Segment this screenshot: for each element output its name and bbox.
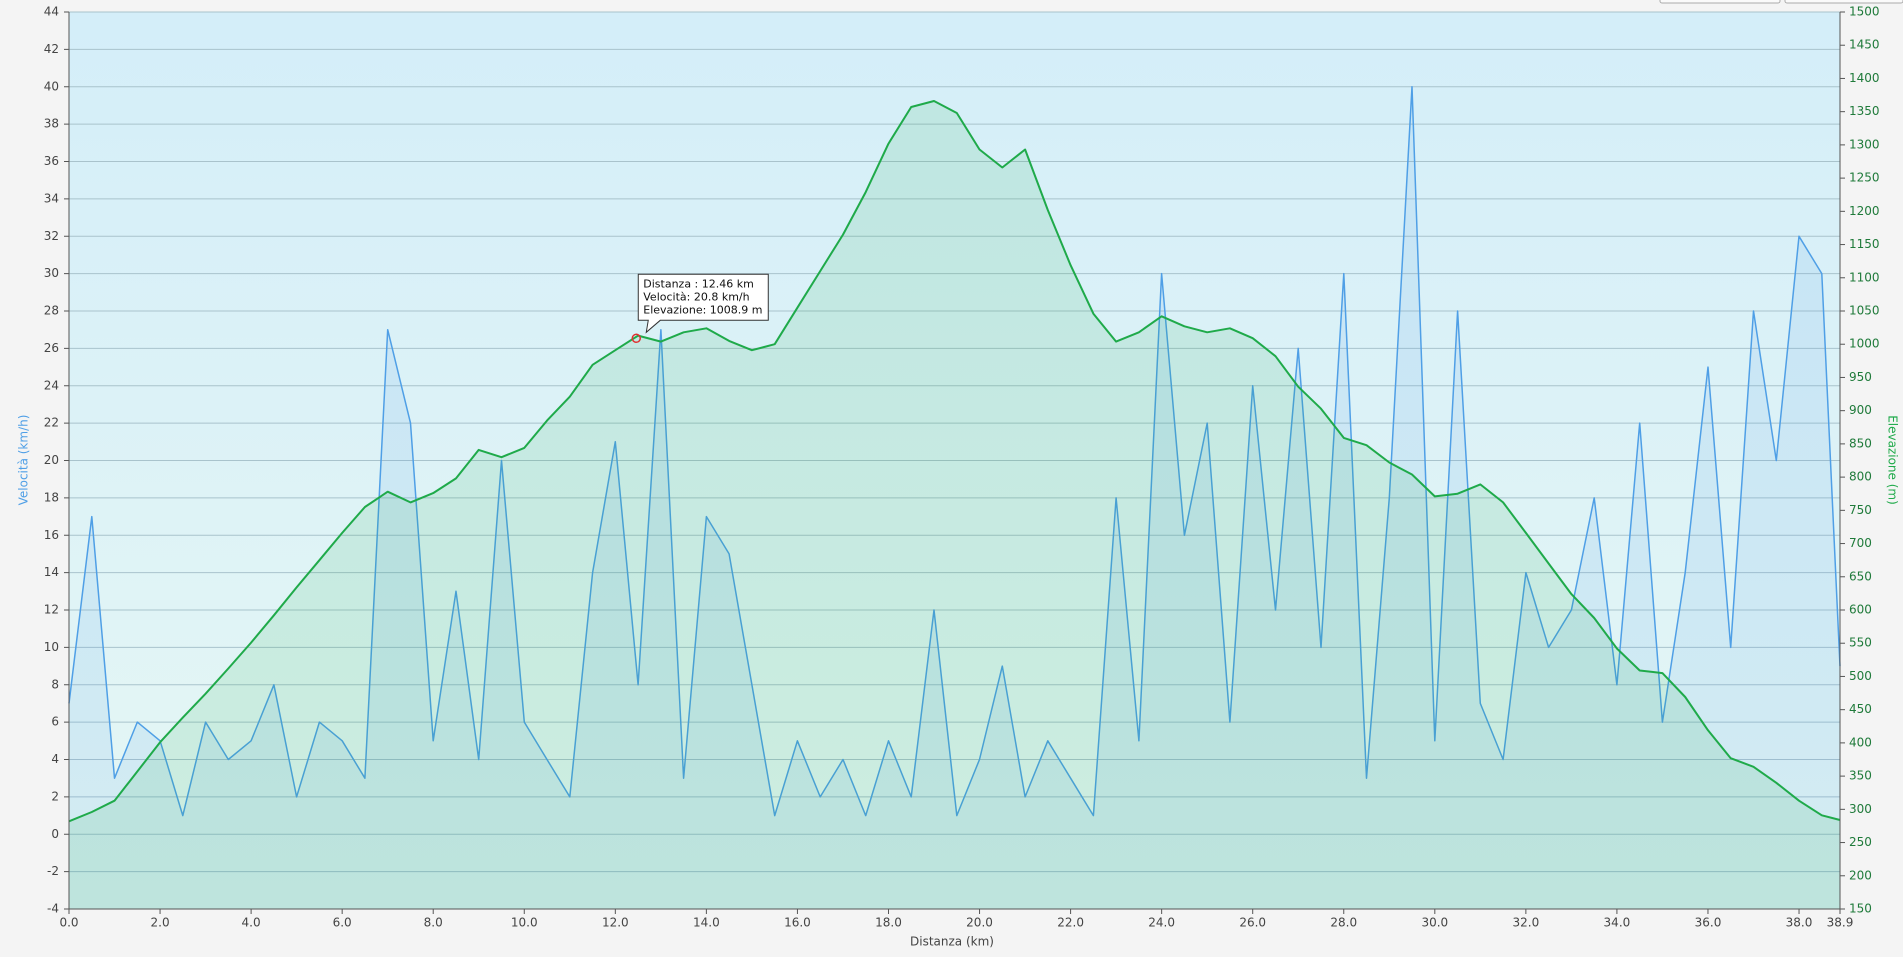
y-tick-label: 16 bbox=[44, 528, 59, 542]
x-tick-label: 4.0 bbox=[242, 916, 261, 930]
toolbar-button[interactable] bbox=[1784, 0, 1903, 4]
y-tick-label: 24 bbox=[44, 378, 59, 392]
x-tick-label: 10.0 bbox=[511, 916, 538, 930]
y2-tick-label: 750 bbox=[1849, 503, 1872, 517]
y-axis-title: Velocità (km/h) bbox=[17, 415, 31, 506]
y-tick-label: 30 bbox=[44, 266, 59, 280]
y-tick-label: 22 bbox=[44, 416, 59, 430]
area-fill bbox=[69, 101, 1840, 909]
y2-tick-label: 1250 bbox=[1849, 171, 1880, 185]
y-tick-label: 28 bbox=[44, 304, 59, 318]
y2-tick-label: 350 bbox=[1849, 769, 1872, 783]
x-tick-label: 28.0 bbox=[1330, 916, 1357, 930]
y-tick-label: 10 bbox=[44, 640, 59, 654]
x-tick-label: 8.0 bbox=[424, 916, 443, 930]
y2-tick-label: 1500 bbox=[1849, 5, 1880, 19]
y2-tick-label: 900 bbox=[1849, 403, 1872, 417]
x-tick-label: 22.0 bbox=[1057, 916, 1084, 930]
x-tick-label: 26.0 bbox=[1239, 916, 1266, 930]
y-tick-label: 40 bbox=[44, 79, 59, 93]
y2-tick-label: 400 bbox=[1849, 735, 1872, 749]
y2-tick-label: 550 bbox=[1849, 636, 1872, 650]
x-tick-label: 30.0 bbox=[1421, 916, 1448, 930]
y2-tick-label: 850 bbox=[1849, 436, 1872, 450]
x-tick-label: 38.9 bbox=[1827, 916, 1854, 930]
y2-tick-label: 1350 bbox=[1849, 104, 1880, 118]
y-tick-label: 44 bbox=[44, 5, 59, 19]
x-tick-label: 12.0 bbox=[602, 916, 629, 930]
y2-tick-label: 700 bbox=[1849, 536, 1872, 550]
x-tick-label: 6.0 bbox=[333, 916, 352, 930]
y2-tick-label: 950 bbox=[1849, 370, 1872, 384]
y2-tick-label: 1000 bbox=[1849, 337, 1880, 351]
y-tick-label: 42 bbox=[44, 42, 59, 56]
y2-tick-label: 1150 bbox=[1849, 237, 1880, 251]
y-tick-label: 2 bbox=[51, 789, 59, 803]
tooltip-line: Velocità: 20.8 km/h bbox=[643, 290, 749, 303]
y-tick-label: 6 bbox=[51, 715, 59, 729]
y2-tick-label: 300 bbox=[1849, 802, 1872, 816]
x-tick-label: 34.0 bbox=[1604, 916, 1631, 930]
x-tick-label: 0.0 bbox=[59, 916, 78, 930]
y2-tick-label: 1100 bbox=[1849, 270, 1880, 284]
x-tick-label: 2.0 bbox=[151, 916, 170, 930]
x-tick-label: 36.0 bbox=[1695, 916, 1722, 930]
y-tick-label: 18 bbox=[44, 490, 59, 504]
y2-tick-label: 450 bbox=[1849, 702, 1872, 716]
x-tick-label: 38.0 bbox=[1786, 916, 1813, 930]
y-tick-label: 20 bbox=[44, 453, 59, 467]
x-axis-title: Distanza (km) bbox=[910, 935, 994, 949]
y2-tick-label: 250 bbox=[1849, 835, 1872, 849]
y-tick-label: 4 bbox=[51, 752, 59, 766]
y2-tick-label: 1300 bbox=[1849, 137, 1880, 151]
y2-tick-label: 500 bbox=[1849, 669, 1872, 683]
y-tick-label: 32 bbox=[44, 229, 59, 243]
y2-tick-label: 150 bbox=[1849, 902, 1872, 916]
y2-tick-label: 1400 bbox=[1849, 71, 1880, 85]
x-tick-label: 20.0 bbox=[966, 916, 993, 930]
y-tick-label: 38 bbox=[44, 117, 59, 131]
y-tick-label: 34 bbox=[44, 191, 59, 205]
y-tick-label: 8 bbox=[51, 677, 59, 691]
area-fill bbox=[69, 86, 1840, 910]
y-tick-label: 0 bbox=[51, 827, 59, 841]
y-tick-label: 12 bbox=[44, 603, 59, 617]
series-line bbox=[68, 86, 1841, 817]
tooltip-line: Elevazione: 1008.9 m bbox=[643, 303, 762, 316]
y-tick-label: 36 bbox=[44, 154, 59, 168]
x-tick-label: 18.0 bbox=[875, 916, 902, 930]
tooltip-line: Distanza : 12.46 km bbox=[643, 277, 754, 290]
y-tick-label: -4 bbox=[47, 902, 59, 916]
x-tick-label: 24.0 bbox=[1148, 916, 1175, 930]
tooltip-marker bbox=[631, 333, 642, 344]
toolbar-button[interactable] bbox=[1659, 0, 1781, 4]
y2-tick-label: 1050 bbox=[1849, 304, 1880, 318]
y2-tick-label: 200 bbox=[1849, 868, 1872, 882]
y2-tick-label: 600 bbox=[1849, 603, 1872, 617]
x-tick-label: 16.0 bbox=[784, 916, 811, 930]
y-tick-label: -2 bbox=[47, 864, 59, 878]
tooltip-box bbox=[637, 273, 769, 334]
y-tick-label: 14 bbox=[44, 565, 59, 579]
y2-tick-label: 650 bbox=[1849, 569, 1872, 583]
y2-tick-label: 1450 bbox=[1849, 38, 1880, 52]
y2-tick-label: 800 bbox=[1849, 470, 1872, 484]
x-tick-label: 32.0 bbox=[1513, 916, 1540, 930]
y-tick-label: 26 bbox=[44, 341, 59, 355]
y2-axis-title: Elevazione (m) bbox=[1886, 415, 1900, 505]
y2-tick-label: 1200 bbox=[1849, 204, 1880, 218]
series-line bbox=[68, 100, 1841, 823]
x-tick-label: 14.0 bbox=[693, 916, 720, 930]
